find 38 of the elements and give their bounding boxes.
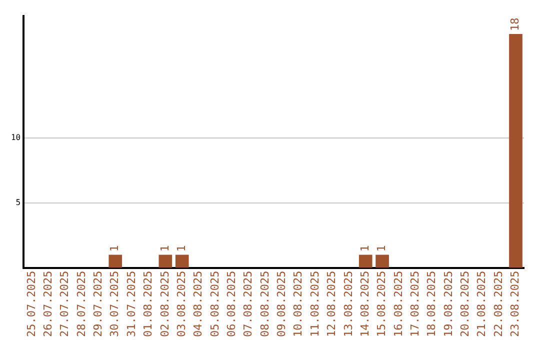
data-label: 1 <box>174 245 188 252</box>
x-tick-label: 03.08.2025 <box>174 270 188 338</box>
x-tick-label: 05.08.2025 <box>208 270 222 338</box>
x-tick-label: 11.08.2025 <box>308 270 322 338</box>
x-tick-label: 16.08.2025 <box>392 270 405 338</box>
x-tick-label: 09.08.2025 <box>275 270 288 338</box>
x-tick-label: 21.08.2025 <box>475 270 488 338</box>
y-tick-label: 5 <box>16 198 21 207</box>
x-tick-label: 22.08.2025 <box>492 270 505 338</box>
x-tick-label: 07.08.2025 <box>242 270 255 338</box>
x-tick-label: 30.07.2025 <box>108 270 122 338</box>
x-tick-label: 25.07.2025 <box>24 270 38 338</box>
data-label: 1 <box>108 245 122 252</box>
x-tick-label: 29.07.2025 <box>92 270 105 338</box>
x-tick-label: 06.08.2025 <box>225 270 238 338</box>
x-tick-label: 27.07.2025 <box>58 270 72 338</box>
x-tick-label: 17.08.2025 <box>408 270 422 338</box>
data-label: 18 <box>508 18 522 31</box>
x-tick-label: 31.07.2025 <box>124 270 138 338</box>
data-label: 1 <box>375 245 388 252</box>
x-tick-label: 28.07.2025 <box>74 270 88 338</box>
x-tick-label: 23.08.2025 <box>508 270 522 338</box>
x-tick-label: 15.08.2025 <box>375 270 388 338</box>
x-tick-label: 26.07.2025 <box>42 270 55 338</box>
data-label: 1 <box>158 245 172 252</box>
x-tick-label: 20.08.2025 <box>458 270 472 338</box>
x-tick-label: 10.08.2025 <box>292 270 305 338</box>
x-tick-label: 01.08.2025 <box>142 270 155 338</box>
x-tick-label: 02.08.2025 <box>158 270 172 338</box>
x-tick-label: 13.08.2025 <box>342 270 355 338</box>
x-tick-label: 14.08.2025 <box>358 270 372 338</box>
data-label: 1 <box>358 245 372 252</box>
x-tick-label: 04.08.2025 <box>192 270 205 338</box>
y-tick-label: 10 <box>10 132 21 142</box>
x-tick-label: 18.08.2025 <box>425 270 438 338</box>
x-tick-label: 12.08.2025 <box>325 270 338 338</box>
x-tick-label: 08.08.2025 <box>258 270 272 338</box>
x-tick-label: 19.08.2025 <box>442 270 455 338</box>
